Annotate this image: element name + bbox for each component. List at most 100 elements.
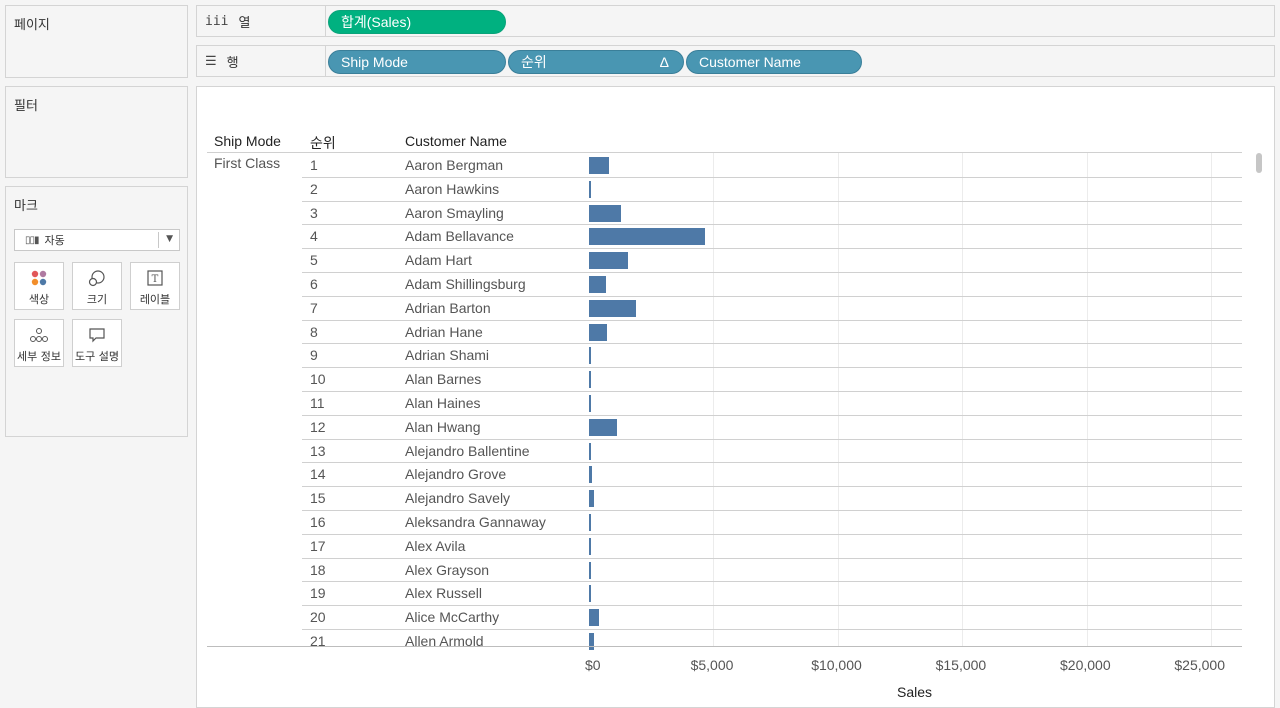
pill-customer-name[interactable]: Customer Name <box>686 50 862 74</box>
row-divider <box>302 605 1242 607</box>
customer-name-cell: Alex Grayson <box>405 561 490 578</box>
sales-bar[interactable] <box>589 442 591 460</box>
row-divider <box>302 272 1242 273</box>
sales-bar[interactable] <box>589 418 617 436</box>
header-ship-mode: Ship Mode <box>214 133 281 149</box>
row-divider <box>302 533 1242 535</box>
customer-name-cell: Adrian Shami <box>405 347 490 364</box>
sales-bar[interactable] <box>589 633 595 650</box>
filters-panel[interactable]: 필터 <box>5 86 188 178</box>
sales-bar[interactable] <box>589 276 606 293</box>
rank-cell: 17 <box>310 537 326 554</box>
rows-shelf[interactable]: ☰ 행 Ship Mode 순위 Δ Customer Name <box>196 45 1275 77</box>
rank-cell: 15 <box>310 490 326 507</box>
columns-icon: iii <box>205 13 229 29</box>
row-divider <box>302 295 1242 297</box>
rank-cell: 12 <box>310 418 326 435</box>
row-divider <box>302 176 1242 178</box>
customer-name-cell: Alex Russell <box>405 585 483 602</box>
sales-bar[interactable] <box>589 180 591 198</box>
sales-bar[interactable] <box>589 561 591 579</box>
pill-ship-mode-label: Ship Mode <box>341 54 408 70</box>
tooltip-button[interactable]: 도구 설명 <box>72 319 122 367</box>
label-button[interactable]: T 레이블 <box>130 262 180 310</box>
customer-name-cell: Alejandro Grove <box>405 466 507 483</box>
row-divider <box>302 629 1242 630</box>
pill-rank-label: 순위 <box>521 54 547 70</box>
row-divider <box>302 224 1242 226</box>
customer-name-cell: Alan Hwang <box>405 418 481 435</box>
rank-cell: 1 <box>310 157 318 173</box>
customer-name-cell: Alejandro Ballentine <box>405 442 530 459</box>
color-button[interactable]: 색상 <box>14 262 64 310</box>
gridline <box>1086 153 1088 646</box>
row-divider <box>302 200 1242 202</box>
columns-label: 열 <box>238 15 251 31</box>
pill-ship-mode[interactable]: Ship Mode <box>328 50 506 74</box>
customer-name-cell: Adam Bellavance <box>405 228 514 245</box>
scrollbar-thumb[interactable] <box>1256 153 1262 173</box>
sales-bar[interactable] <box>589 157 610 174</box>
gridline <box>837 153 839 646</box>
pages-title: 페이지 <box>14 18 50 33</box>
rank-cell: 13 <box>310 442 326 459</box>
sales-bar[interactable] <box>589 490 595 508</box>
gridline <box>962 153 964 646</box>
detail-button[interactable]: 세부 정보 <box>14 319 64 367</box>
size-label: 크기 <box>86 293 108 306</box>
x-tick-label: $20,000 <box>1060 657 1111 673</box>
rank-cell: 8 <box>310 323 318 340</box>
size-button[interactable]: 크기 <box>72 262 122 310</box>
view-canvas[interactable]: Ship Mode 순위 Customer Name First Class 1… <box>196 86 1275 708</box>
marks-panel: 마크 ▯▯▮ 자동 ▼ 색상 크기 T 레이블 세부 정보 도구 설명 <box>5 186 188 437</box>
label-label: 레이블 <box>139 293 171 306</box>
sales-bar[interactable] <box>589 323 608 341</box>
row-divider <box>302 486 1242 488</box>
sales-bar[interactable] <box>589 609 600 627</box>
row-divider <box>302 581 1242 583</box>
row-divider <box>302 319 1242 321</box>
sales-bar[interactable] <box>589 347 591 365</box>
customer-name-cell: Adam Shillingsburg <box>405 276 526 292</box>
row-divider <box>302 462 1242 464</box>
sales-bar[interactable] <box>589 204 622 222</box>
sales-bar[interactable] <box>589 466 592 484</box>
pill-sum-sales-label: 합계(Sales) <box>341 14 412 30</box>
customer-name-cell: Alan Barnes <box>405 371 482 388</box>
sales-bar[interactable] <box>589 585 591 603</box>
sales-bar[interactable] <box>589 395 591 412</box>
customer-name-cell: Aleksandra Gannaway <box>405 514 546 530</box>
row-divider <box>302 557 1242 559</box>
x-tick-label: $25,000 <box>1174 657 1225 673</box>
rows-shelf-label: ☰ 행 <box>197 46 326 76</box>
axis-line <box>207 646 1242 647</box>
x-axis-title: Sales <box>897 684 933 700</box>
rank-cell: 16 <box>310 514 326 530</box>
delta-icon: Δ <box>659 54 669 70</box>
rank-cell: 14 <box>310 466 326 483</box>
sales-bar[interactable] <box>589 252 628 270</box>
rank-cell: 21 <box>310 633 326 649</box>
rank-cell: 3 <box>310 204 318 221</box>
customer-name-cell: Aaron Bergman <box>405 157 504 173</box>
sales-bar[interactable] <box>589 514 591 531</box>
header-customer-name: Customer Name <box>405 133 507 149</box>
mark-type-dropdown[interactable]: ▯▯▮ 자동 ▼ <box>14 229 180 251</box>
customer-name-cell: Adrian Barton <box>405 299 491 316</box>
rows-icon: ☰ <box>205 53 217 69</box>
sales-bar[interactable] <box>589 537 591 555</box>
detail-dots-icon <box>15 326 63 346</box>
pages-panel[interactable]: 페이지 <box>5 5 188 78</box>
ship-mode-value: First Class <box>214 155 281 171</box>
sales-bar[interactable] <box>589 228 705 246</box>
pill-sum-sales[interactable]: 합계(Sales) <box>328 10 506 34</box>
x-tick-label: $10,000 <box>811 657 862 673</box>
customer-name-cell: Alice McCarthy <box>405 609 500 626</box>
pill-rank[interactable]: 순위 Δ <box>508 50 684 74</box>
columns-shelf[interactable]: iii 열 합계(Sales) <box>196 5 1275 37</box>
vertical-scrollbar[interactable] <box>1253 153 1265 645</box>
sales-bar[interactable] <box>589 371 591 389</box>
sales-bar[interactable] <box>589 299 637 317</box>
row-divider <box>302 343 1242 345</box>
svg-text:T: T <box>152 274 159 285</box>
